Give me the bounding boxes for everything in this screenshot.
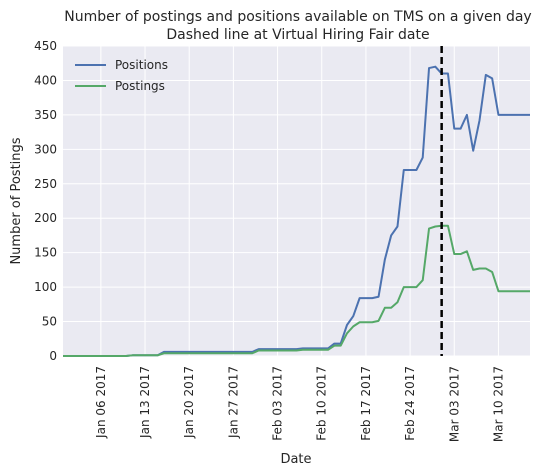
x-tick-label: Jan 06 2017 [94,366,108,439]
y-tick-label: 200 [34,211,57,225]
y-tick-label: 100 [34,280,57,294]
y-tick-label: 400 [34,73,57,87]
x-tick-label: Jan 27 2017 [226,366,240,439]
y-tick-label: 300 [34,142,57,156]
y-tick-label: 50 [42,315,57,329]
x-axis-label: Date [280,452,311,467]
legend-label-postings: Postings [115,79,165,93]
y-tick-label: 250 [34,177,57,191]
y-tick-label: 350 [34,108,57,122]
gridlines [63,45,530,357]
y-tick-label: 150 [34,246,57,260]
x-tick-label: Jan 20 2017 [182,366,196,439]
y-axis-label: Number of Postings [9,137,24,264]
series-layer [63,65,530,357]
y-tick-label: 0 [49,349,57,363]
chart-subtitle: Dashed line at Virtual Hiring Fair date [166,27,429,43]
x-tick-label: Feb 24 2017 [403,366,417,441]
x-tick-label: Feb 17 2017 [359,366,373,441]
chart-title: Number of postings and positions availab… [64,9,531,25]
x-tick-labels: Jan 06 2017 Jan 13 2017 Jan 20 2017 Jan 27 … [94,366,506,442]
series-line-positions [63,65,530,357]
legend: Positions Postings [75,58,168,93]
legend-label-positions: Positions [115,58,168,72]
x-tick-label: Mar 03 2017 [447,366,461,442]
y-tick-label: 450 [34,39,57,53]
x-tick-label: Feb 03 2017 [271,366,285,441]
x-tick-label: Feb 10 2017 [315,366,329,441]
series-line-postings [63,224,530,357]
y-tick-labels: 0 50 100 150 200 250 300 350 400 450 [34,39,57,363]
x-tick-label: Jan 13 2017 [138,366,152,439]
x-tick-label: Mar 10 2017 [491,366,505,442]
plot-area [63,46,530,356]
